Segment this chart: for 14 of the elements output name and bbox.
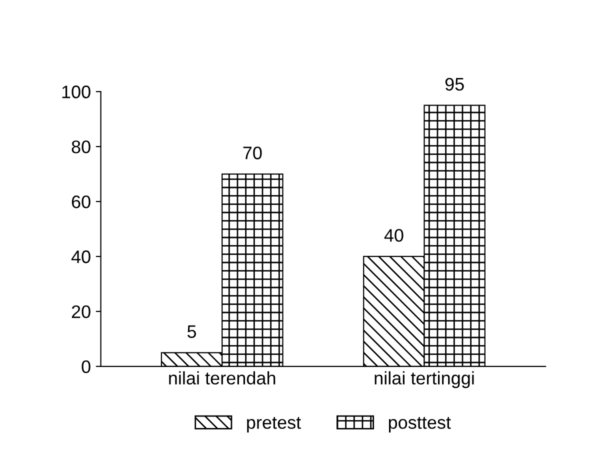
data-label: 40 [384,229,404,242]
y-tick-label: 20 [72,305,90,318]
y-tick-label: 40 [71,250,90,264]
y-tick-label: 60 [72,195,90,208]
data-label: 70 [243,146,262,160]
legend-label: posttest [388,417,451,432]
data-label: 95 [445,78,464,91]
x-tick-label: nilai terendah [169,371,276,385]
x-tick-label: nilai tertinggi [374,371,474,388]
y-tick-label: 0 [82,360,90,374]
legend-label: pretest [247,417,301,432]
data-label: 5 [187,325,196,338]
y-tick-label: 80 [72,140,90,154]
y-tick-label: 100 [62,86,90,98]
